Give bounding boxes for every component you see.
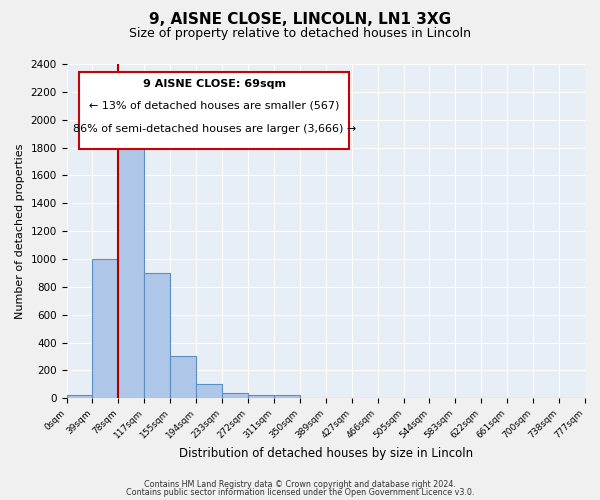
Bar: [222, 392, 248, 398]
X-axis label: Distribution of detached houses by size in Lincoln: Distribution of detached houses by size …: [179, 447, 473, 460]
Text: Contains HM Land Registry data © Crown copyright and database right 2024.: Contains HM Land Registry data © Crown c…: [144, 480, 456, 489]
Bar: [92, 259, 118, 398]
Bar: [67, 396, 92, 398]
Text: 9 AISNE CLOSE: 69sqm: 9 AISNE CLOSE: 69sqm: [143, 79, 286, 89]
Bar: [196, 384, 222, 398]
Text: Contains public sector information licensed under the Open Government Licence v3: Contains public sector information licen…: [126, 488, 474, 497]
Bar: [144, 273, 170, 398]
Bar: [248, 395, 274, 398]
Bar: [274, 396, 300, 398]
Y-axis label: Number of detached properties: Number of detached properties: [15, 144, 25, 319]
Text: 86% of semi-detached houses are larger (3,666) →: 86% of semi-detached houses are larger (…: [73, 124, 356, 134]
Bar: [118, 139, 144, 398]
Text: Size of property relative to detached houses in Lincoln: Size of property relative to detached ho…: [129, 28, 471, 40]
Text: 9, AISNE CLOSE, LINCOLN, LN1 3XG: 9, AISNE CLOSE, LINCOLN, LN1 3XG: [149, 12, 451, 28]
Bar: [79, 72, 349, 149]
Bar: [170, 356, 196, 398]
Text: ← 13% of detached houses are smaller (567): ← 13% of detached houses are smaller (56…: [89, 101, 340, 111]
